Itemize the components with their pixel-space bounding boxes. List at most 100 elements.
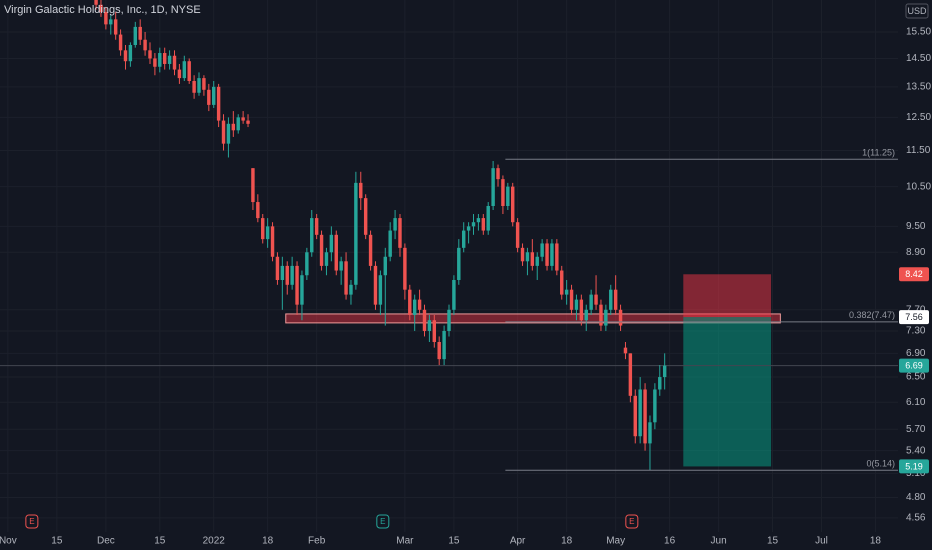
candle-body bbox=[172, 55, 177, 70]
candle-body bbox=[128, 45, 133, 62]
y-tick-label: 14.50 bbox=[906, 53, 931, 64]
candle-body bbox=[162, 53, 167, 64]
y-tick-label: 6.10 bbox=[906, 397, 926, 408]
candle-body bbox=[285, 265, 289, 285]
candle-body bbox=[452, 279, 456, 310]
y-tick-label: 6.50 bbox=[906, 372, 926, 383]
event-label[interactable]: E bbox=[629, 517, 634, 526]
x-tick-label: 15 bbox=[448, 536, 460, 547]
y-tick-label: 12.50 bbox=[906, 112, 931, 123]
candle-body bbox=[613, 289, 618, 310]
x-tick-label: 18 bbox=[262, 536, 274, 547]
candle-body bbox=[599, 304, 603, 326]
candle-body bbox=[324, 252, 329, 266]
candle-body bbox=[256, 202, 260, 219]
candle-body bbox=[148, 50, 152, 59]
candle-body bbox=[648, 422, 652, 444]
event-label[interactable]: E bbox=[29, 517, 34, 526]
candle-body bbox=[408, 289, 412, 315]
candle-body bbox=[628, 353, 633, 396]
y-tick-label: 5.40 bbox=[906, 445, 926, 456]
candle-body bbox=[461, 230, 466, 248]
candle-body bbox=[261, 218, 265, 240]
candle-body bbox=[177, 69, 182, 79]
candle-body bbox=[197, 78, 201, 93]
y-tick-label: 5.10 bbox=[906, 468, 926, 479]
candle-body bbox=[153, 58, 157, 67]
y-tick-label: 11.50 bbox=[906, 145, 931, 156]
candle-body bbox=[506, 186, 510, 207]
candle-body bbox=[344, 261, 348, 295]
fib-label: 1(11.25) bbox=[862, 148, 895, 158]
candle-body bbox=[530, 252, 535, 266]
candle-body bbox=[422, 309, 427, 331]
candle-body bbox=[354, 182, 358, 285]
candle-body bbox=[604, 309, 608, 326]
candle-body bbox=[466, 226, 471, 231]
candle-body bbox=[437, 342, 441, 360]
candle-body bbox=[118, 34, 123, 51]
fib-label: 0.382(7.47) bbox=[849, 310, 895, 320]
candle-body bbox=[113, 19, 118, 35]
take-profit-area bbox=[683, 317, 772, 467]
x-tick-label: May bbox=[606, 536, 625, 547]
candle-body bbox=[594, 294, 598, 305]
candle-body bbox=[633, 395, 637, 437]
price-tag-label: 5.19 bbox=[905, 461, 923, 471]
price-tag-label: 6.69 bbox=[905, 360, 923, 370]
candle-body bbox=[300, 275, 304, 305]
event-label[interactable]: E bbox=[380, 517, 385, 526]
candle-body bbox=[226, 123, 231, 144]
y-tick-label: 7.70 bbox=[906, 304, 926, 315]
candle-body bbox=[623, 347, 628, 354]
candle-body bbox=[265, 226, 270, 240]
event-marker[interactable] bbox=[625, 514, 639, 529]
axes: 15.50 14.50 13.50 12.50 11.50 10.50 9.50 8.90 7.… bbox=[0, 27, 931, 547]
currency-badge[interactable] bbox=[905, 3, 929, 19]
x-tick-label: Apr bbox=[510, 536, 526, 547]
candle-body bbox=[442, 330, 446, 360]
candle-body bbox=[511, 186, 515, 223]
candle-body bbox=[373, 265, 378, 305]
candle-body bbox=[574, 299, 579, 310]
y-tick-label: 5.70 bbox=[906, 424, 926, 435]
candle-body bbox=[383, 256, 387, 276]
candle-body bbox=[457, 247, 461, 280]
x-tick-label: Dec bbox=[97, 536, 115, 547]
candle-body bbox=[658, 377, 662, 390]
y-tick-label: 7.30 bbox=[906, 326, 926, 337]
event-marker[interactable] bbox=[376, 514, 390, 529]
candle-body bbox=[241, 117, 245, 121]
candle-body bbox=[158, 53, 162, 67]
y-tick-label: 10.50 bbox=[906, 181, 931, 192]
candle-body bbox=[403, 247, 407, 290]
plot-area: 1(11.25) 0.382(7.47) 0(5.14) bbox=[0, 0, 898, 471]
y-tick-label: 4.56 bbox=[906, 512, 926, 523]
candle-body bbox=[555, 243, 559, 271]
currency[interactable]: USD bbox=[907, 6, 927, 16]
candle-body bbox=[535, 256, 539, 266]
candle-body bbox=[99, 4, 103, 12]
candle-body bbox=[246, 120, 250, 124]
candle-body bbox=[662, 365, 667, 378]
candle-body bbox=[334, 234, 338, 271]
candle-body bbox=[638, 389, 642, 437]
x-tick-label: 2022 bbox=[203, 536, 226, 547]
event-marker[interactable] bbox=[25, 514, 39, 529]
x-tick-label: 15 bbox=[51, 536, 63, 547]
candle-body bbox=[236, 117, 240, 131]
candle-body bbox=[187, 61, 191, 81]
price-tag-label: 7.56 bbox=[905, 312, 923, 322]
candle-body bbox=[417, 299, 422, 310]
candle-body bbox=[104, 11, 108, 25]
candle-body bbox=[192, 80, 196, 93]
candle-body bbox=[412, 299, 417, 315]
chart-title: Virgin Galactic Holdings, Inc., 1D, NYSE bbox=[4, 4, 201, 16]
candle-body bbox=[398, 218, 402, 248]
price-tag bbox=[899, 358, 929, 373]
fib-label: 0(5.14) bbox=[866, 459, 895, 469]
candle-body bbox=[515, 222, 520, 248]
candle-body bbox=[432, 320, 437, 343]
